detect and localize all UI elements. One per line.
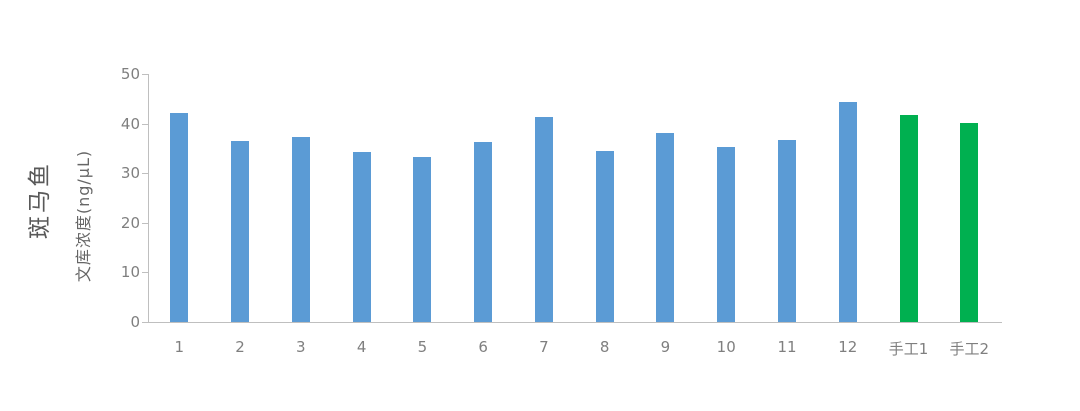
- bar-9: [656, 132, 675, 322]
- bar-7: [534, 117, 553, 322]
- bar-12: [838, 102, 857, 322]
- x-category-label-手工1: 手工1: [888, 340, 929, 358]
- bar-手工2: [960, 122, 979, 322]
- y-tick-label: 0: [130, 313, 140, 331]
- y-tick-label: 10: [120, 263, 140, 282]
- x-category-label-12: 12: [838, 338, 858, 356]
- x-category-label-6: 6: [478, 338, 488, 356]
- bar-11: [778, 140, 796, 322]
- bar-10: [717, 146, 736, 322]
- x-category-label-2: 2: [235, 338, 245, 356]
- x-category-label-手工2: 手工2: [949, 340, 990, 358]
- bar-4: [352, 152, 371, 322]
- x-category-label-8: 8: [599, 338, 610, 356]
- x-category-label-10: 10: [716, 338, 736, 356]
- x-category-label-9: 9: [660, 338, 671, 356]
- y-tick-mark: [142, 322, 148, 323]
- x-category-label-3: 3: [296, 338, 306, 356]
- y-tick-mark: [142, 173, 148, 175]
- y-tick-mark: [142, 74, 148, 75]
- bar-3: [291, 137, 310, 322]
- y-axis-line: [148, 74, 149, 322]
- y-tick-label: 30: [120, 164, 140, 183]
- x-axis-line: [148, 322, 1002, 323]
- y-tick-mark: [142, 272, 148, 274]
- x-category-label-4: 4: [356, 338, 367, 356]
- y-tick-label: 50: [120, 65, 140, 83]
- x-category-label-1: 1: [174, 338, 185, 356]
- chart-row-title: 斑马鱼: [27, 161, 53, 239]
- bar-5: [413, 156, 432, 322]
- bar-6: [474, 141, 493, 322]
- y-axis-title: 文库浓度(ng/μL): [74, 149, 93, 283]
- y-tick-mark: [142, 222, 148, 224]
- bar-1: [170, 112, 189, 322]
- y-tick-label: 40: [120, 114, 140, 133]
- bar-8: [595, 150, 614, 322]
- x-category-label-7: 7: [539, 338, 549, 356]
- bar-2: [231, 140, 250, 322]
- x-category-label-11: 11: [777, 338, 797, 356]
- y-tick-label: 20: [120, 213, 140, 232]
- bar-手工1: [899, 114, 918, 322]
- x-category-label-5: 5: [417, 338, 428, 356]
- y-tick-mark: [142, 123, 148, 125]
